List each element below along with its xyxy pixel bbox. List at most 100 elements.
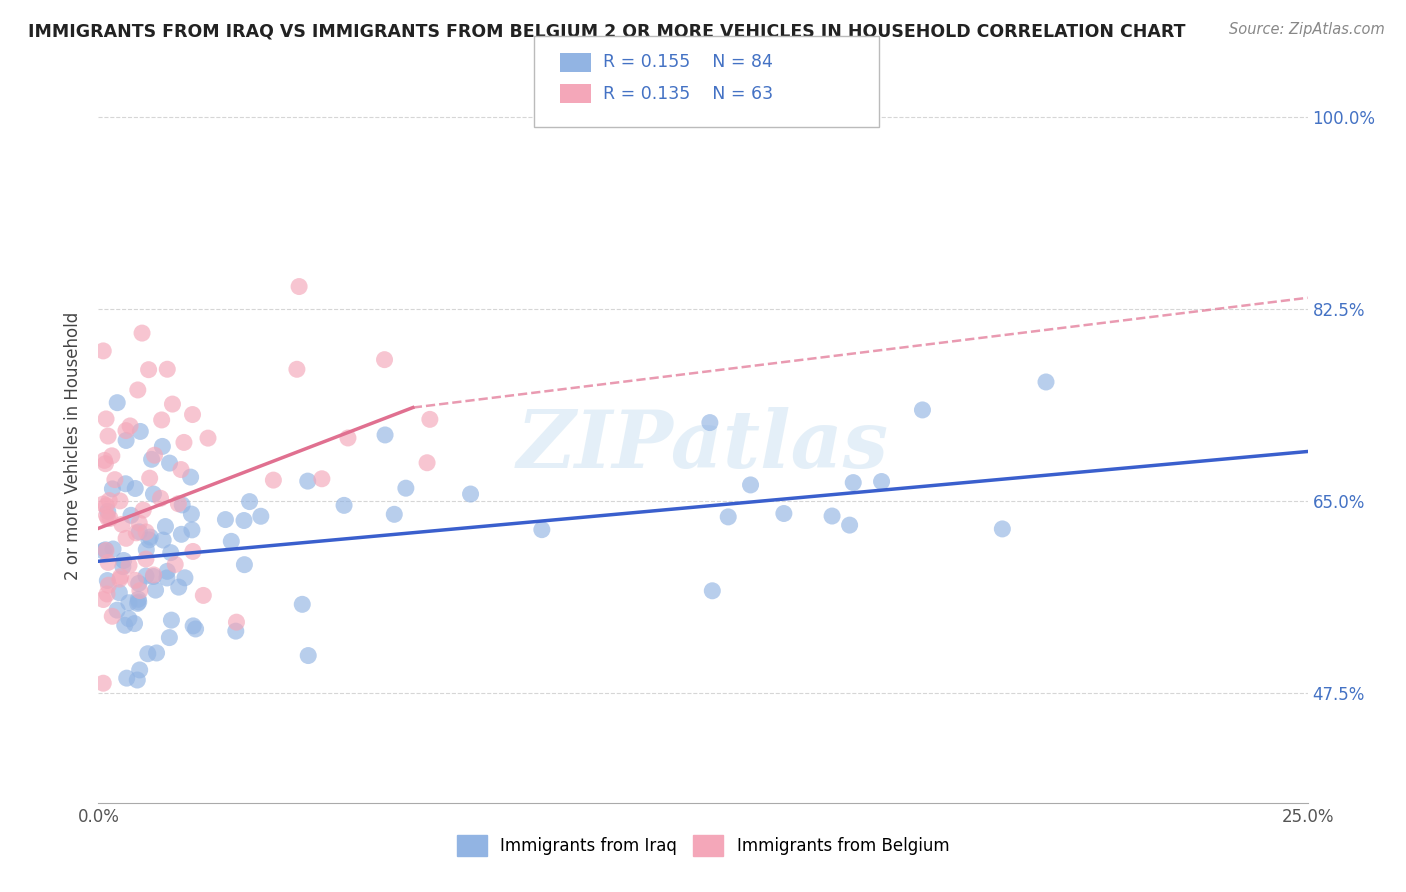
Point [717,509,740,524]
Point [93,592,115,607]
Point [94,542,117,557]
Point [135,569,157,583]
Point [285,362,308,376]
Point [773,507,796,521]
Point [115,531,138,545]
Point [101,482,124,496]
Point [838,518,860,533]
Point [128,583,150,598]
Point [118,596,141,610]
Point [91,676,114,690]
Point [120,419,142,434]
Point [291,598,314,612]
Point [225,624,247,639]
Point [112,553,135,567]
Text: ZIPatlas: ZIPatlas [517,408,889,484]
Point [93,453,115,467]
Point [262,473,284,487]
Point [181,523,204,537]
Point [135,524,157,539]
Point [128,595,150,609]
Point [1035,375,1057,389]
Point [111,559,134,574]
Point [419,412,441,426]
Point [97,556,120,570]
Point [150,439,173,453]
Point [114,618,136,632]
Point [159,456,181,470]
Point [96,508,118,523]
Point [149,491,172,506]
Point [297,648,319,663]
Point [530,523,553,537]
Point [160,613,183,627]
Point [105,395,128,409]
Point [124,574,146,588]
Point [128,524,150,539]
Point [91,497,114,511]
Point [167,497,190,511]
Point [821,509,844,524]
Point [142,569,165,583]
Point [132,503,155,517]
Point [142,487,165,501]
Point [382,508,405,522]
Point [110,570,132,584]
Point [172,498,194,512]
Point [97,504,120,518]
Point [173,435,195,450]
Point [145,583,167,598]
Point [94,457,117,471]
Point [162,397,184,411]
Point [108,572,131,586]
Point [250,509,273,524]
Point [127,383,149,397]
Point [138,362,160,376]
Point [159,546,181,560]
Point [214,512,236,526]
Legend: Immigrants from Iraq, Immigrants from Belgium: Immigrants from Iraq, Immigrants from Be… [450,829,956,863]
Point [96,574,118,588]
Text: IMMIGRANTS FROM IRAQ VS IMMIGRANTS FROM BELGIUM 2 OR MORE VEHICLES IN HOUSEHOLD : IMMIGRANTS FROM IRAQ VS IMMIGRANTS FROM … [28,22,1185,40]
Point [193,589,215,603]
Point [127,596,149,610]
Point [991,522,1014,536]
Point [142,568,165,582]
Point [143,448,166,462]
Y-axis label: 2 or more Vehicles in Household: 2 or more Vehicles in Household [65,312,83,580]
Point [167,580,190,594]
Point [128,516,150,530]
Point [101,541,124,556]
Point [124,482,146,496]
Point [170,527,193,541]
Point [155,519,177,533]
Point [181,408,204,422]
Point [125,525,148,540]
Point [174,571,197,585]
Point [238,494,260,508]
Point [842,475,865,490]
Point [157,631,180,645]
Point [181,619,204,633]
Text: R = 0.135    N = 63: R = 0.135 N = 63 [603,85,773,103]
Point [111,517,134,532]
Point [740,478,762,492]
Point [115,424,138,438]
Point [135,542,157,557]
Point [141,452,163,467]
Point [115,671,138,685]
Point [416,456,439,470]
Text: Source: ZipAtlas.com: Source: ZipAtlas.com [1229,22,1385,37]
Point [288,279,311,293]
Point [108,494,131,508]
Point [311,472,333,486]
Point [108,585,131,599]
Point [156,571,179,585]
Point [373,352,395,367]
Point [101,449,124,463]
Point [97,511,120,525]
Point [98,493,121,508]
Point [165,558,187,572]
Point [180,470,202,484]
Point [170,462,193,476]
